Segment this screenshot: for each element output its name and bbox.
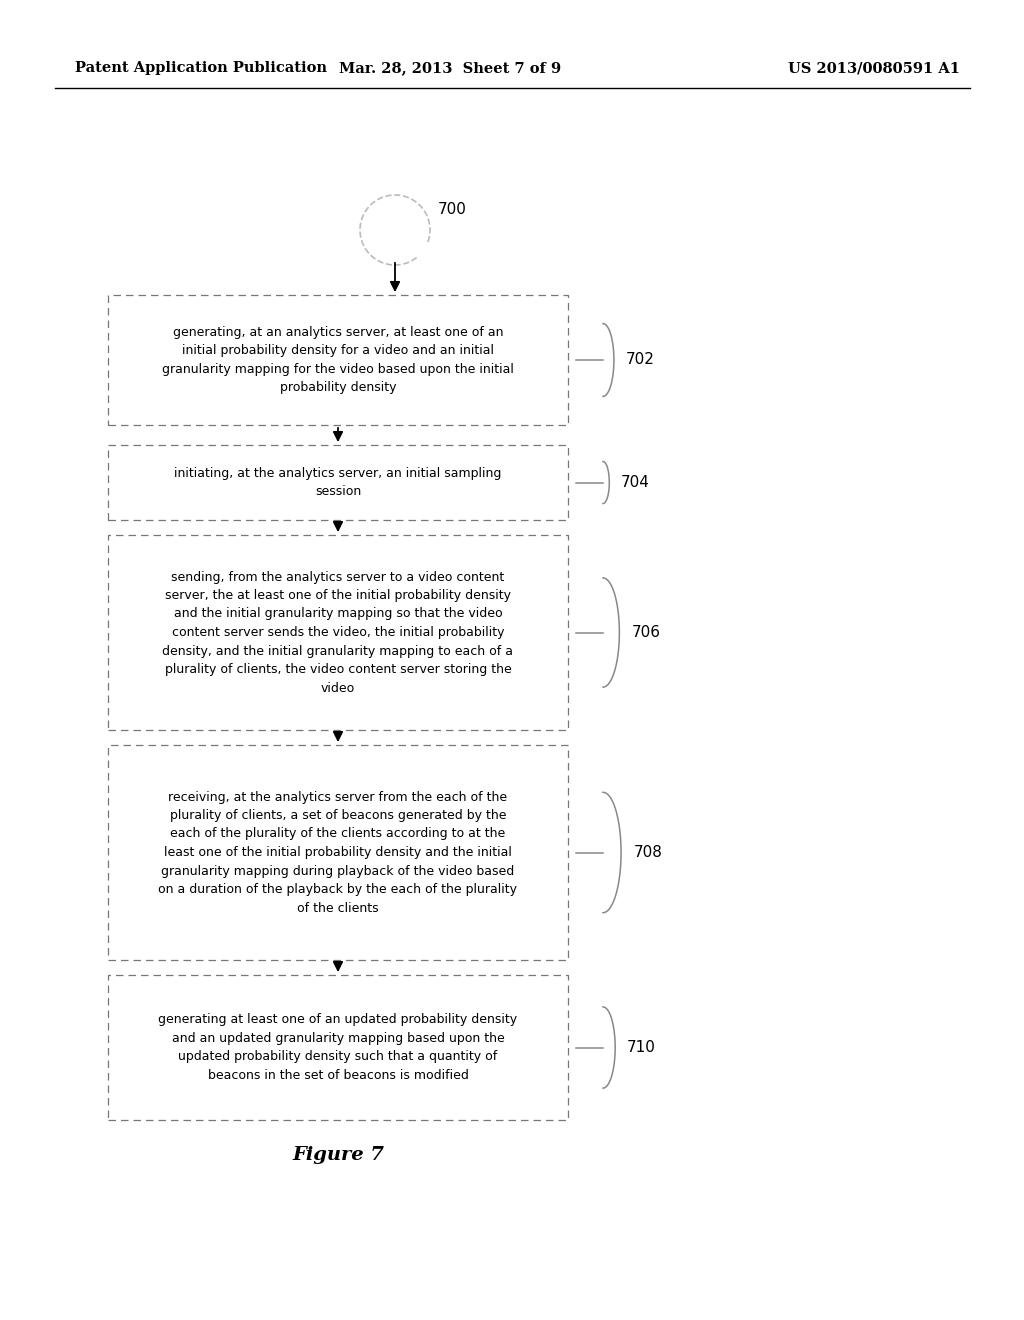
Text: sending, from the analytics server to a video content
server, the at least one o: sending, from the analytics server to a … [163,570,513,694]
Text: 702: 702 [626,352,654,367]
Text: 700: 700 [438,202,467,216]
Text: 706: 706 [632,624,662,640]
Bar [108,294,568,425]
Bar [108,535,568,730]
Text: 708: 708 [634,845,663,861]
Text: 704: 704 [621,475,649,490]
Bar [108,744,568,960]
Text: US 2013/0080591 A1: US 2013/0080591 A1 [788,61,961,75]
Bar [108,445,568,520]
Bar [108,975,568,1119]
Text: Figure 7: Figure 7 [292,1146,384,1164]
Text: receiving, at the analytics server from the each of the
plurality of clients, a : receiving, at the analytics server from … [159,791,517,915]
Text: initiating, at the analytics server, an initial sampling
session: initiating, at the analytics server, an … [174,467,502,498]
Text: generating at least one of an updated probability density
and an updated granula: generating at least one of an updated pr… [159,1014,517,1082]
Text: 710: 710 [628,1040,656,1055]
Text: Mar. 28, 2013  Sheet 7 of 9: Mar. 28, 2013 Sheet 7 of 9 [339,61,561,75]
Text: generating, at an analytics server, at least one of an
initial probability densi: generating, at an analytics server, at l… [162,326,514,395]
Text: Patent Application Publication: Patent Application Publication [75,61,327,75]
